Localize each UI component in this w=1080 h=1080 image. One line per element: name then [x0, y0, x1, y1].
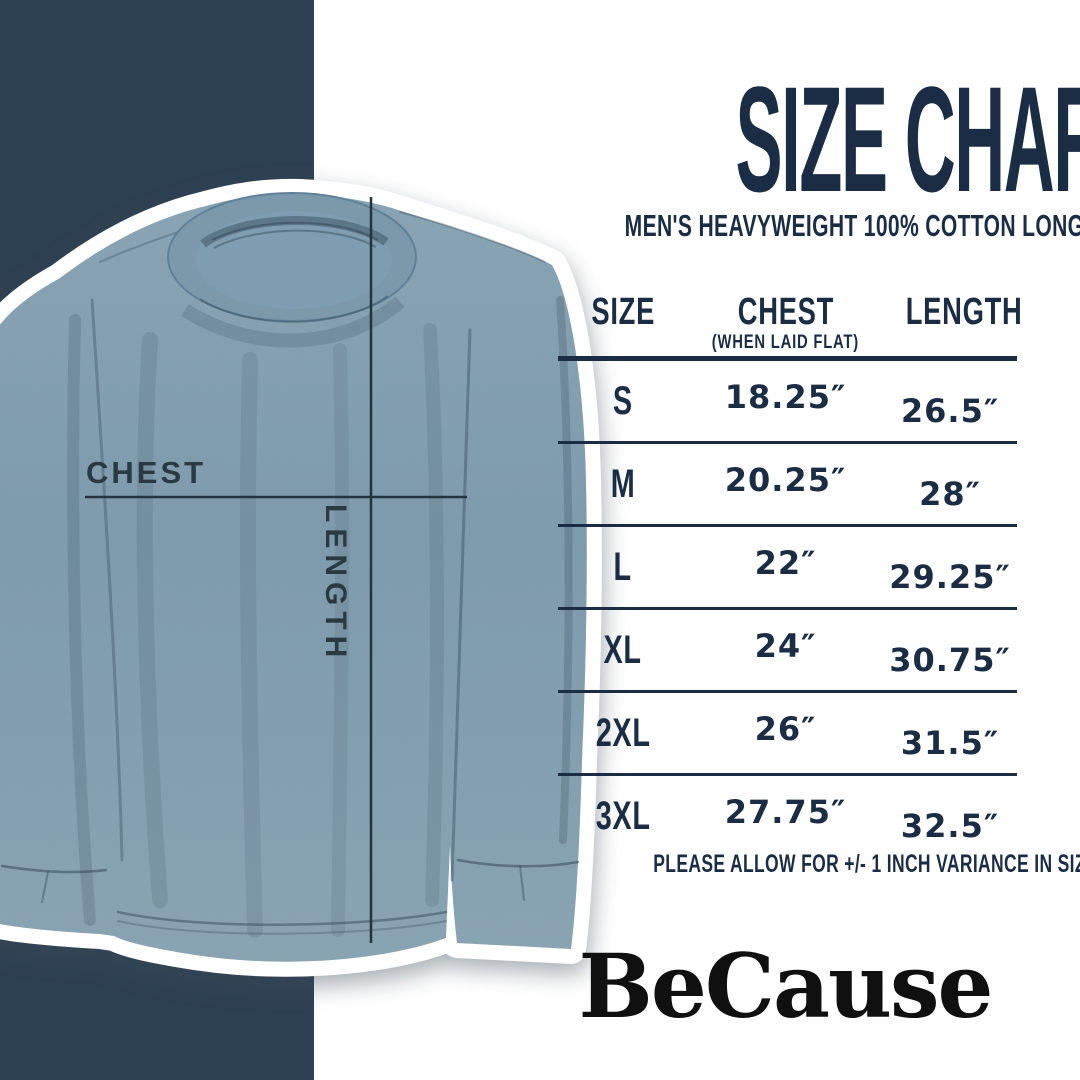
- chest-cell: 24″: [754, 627, 817, 665]
- chest-cell: 27.75″: [724, 793, 847, 831]
- table-row: S 18.25″ 26.5″: [558, 361, 1017, 441]
- size-table: SIZE CHEST (WHEN LAID FLAT) LENGTH S 18.2…: [558, 280, 1023, 856]
- length-cell: 30.75″: [889, 641, 1011, 679]
- length-measure-label: LENGTH: [319, 504, 352, 664]
- size-cell: S: [613, 378, 633, 423]
- column-header-length: LENGTH: [905, 291, 1023, 333]
- table-row: XL 24″ 30.75″: [558, 607, 1017, 690]
- size-cell: M: [610, 461, 636, 506]
- column-header-chest: CHEST (WHEN LAID FLAT): [688, 292, 883, 352]
- chest-measure-label: CHEST: [86, 455, 207, 490]
- chest-cell: 22″: [754, 544, 817, 582]
- page-subtitle: MEN'S HEAVYWEIGHT 100% COTTON LONG SLEEV…: [624, 208, 1080, 243]
- variance-note: PLEASE ALLOW FOR +/- 1 INCH VARIANCE IN …: [653, 850, 1080, 878]
- length-cell: 32.5″: [900, 807, 1000, 845]
- table-row: 3XL 27.75″ 32.5″: [558, 773, 1017, 856]
- chest-cell: 18.25″: [724, 378, 847, 416]
- length-cell: 26.5″: [900, 392, 1000, 430]
- chest-cell: 20.25″: [724, 461, 847, 499]
- length-cell: 29.25″: [889, 558, 1011, 596]
- chest-note: (WHEN LAID FLAT): [711, 332, 860, 353]
- table-row: M 20.25″ 28″: [558, 441, 1017, 524]
- header-rule: [558, 356, 1017, 361]
- length-cell: 28″: [919, 475, 981, 513]
- size-cell: 2XL: [595, 710, 651, 755]
- column-header-size: SIZE: [591, 291, 655, 333]
- size-cell: XL: [603, 627, 643, 672]
- size-cell: 3XL: [595, 793, 651, 838]
- chest-cell: 26″: [754, 710, 817, 748]
- brand-logo: BeCause: [578, 934, 994, 1038]
- table-header-row: SIZE CHEST (WHEN LAID FLAT) LENGTH: [558, 280, 1023, 356]
- table-row: L 22″ 29.25″: [558, 524, 1017, 607]
- length-cell: 31.5″: [900, 724, 1000, 762]
- size-cell: L: [613, 544, 633, 589]
- table-row: 2XL 26″ 31.5″: [558, 690, 1017, 773]
- navy-side-band: [0, 0, 314, 1080]
- page-title: SIZE CHART: [735, 55, 1080, 223]
